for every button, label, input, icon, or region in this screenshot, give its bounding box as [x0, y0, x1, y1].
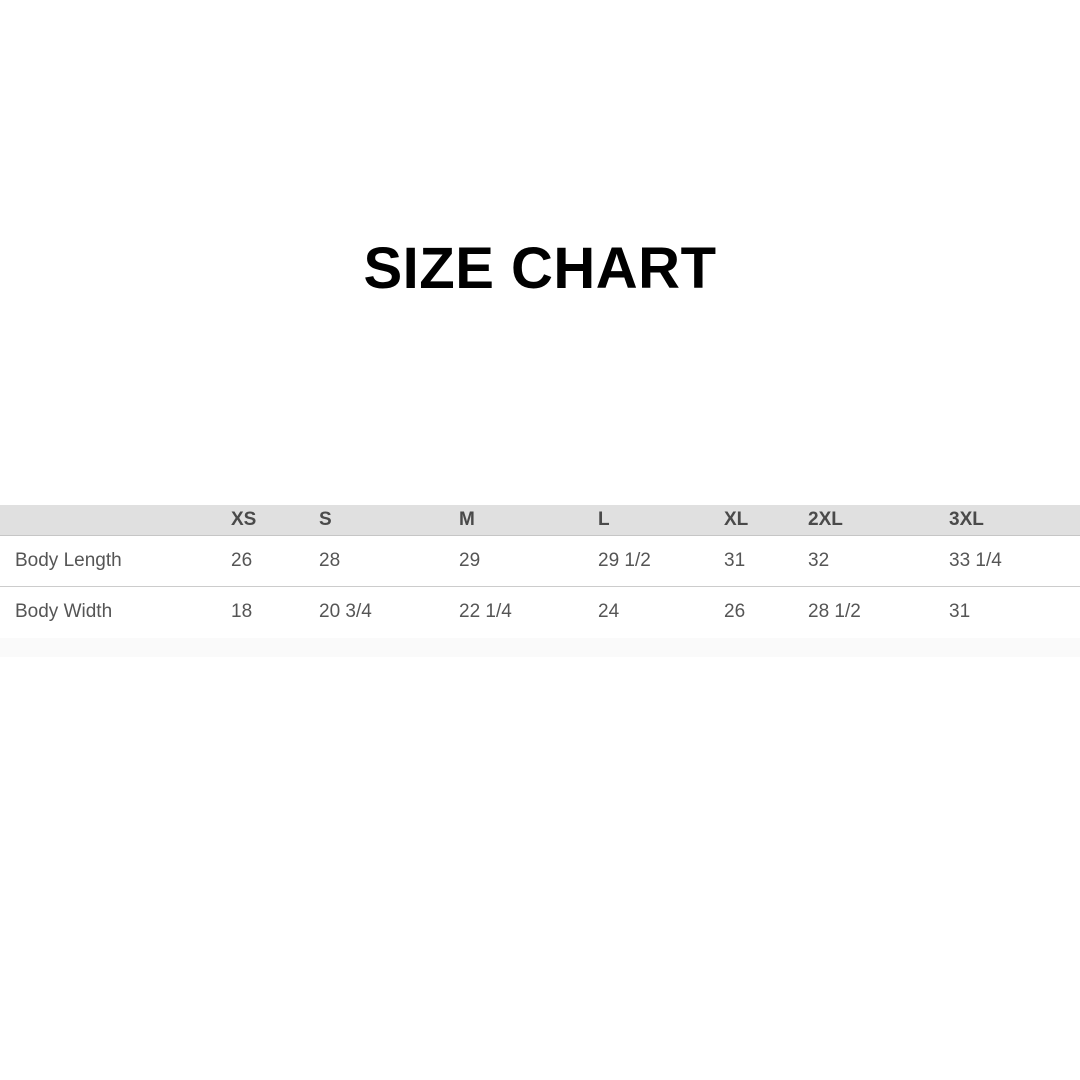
value-cell: 18	[231, 601, 253, 622]
value-cell: 31	[724, 535, 808, 587]
value-cell: 33 1/4	[949, 535, 1080, 587]
header-cell-size: L	[598, 505, 724, 536]
row-label-cell: Body Length	[0, 535, 231, 587]
value-cell: 29	[459, 535, 598, 587]
header-cell-size: 2XL	[808, 505, 949, 536]
table-body: Body Length 26 28 29 29 1/2 31 32 33 1/4 Body Wi…	[0, 535, 1080, 638]
value-cell: 32	[808, 535, 949, 587]
value-cell: 29 1/2	[598, 535, 724, 587]
header-cell-size: 3XL	[949, 505, 1080, 536]
value-cell: 31	[949, 601, 971, 622]
table-footer-stripe	[0, 638, 1080, 657]
value-cell: 26	[724, 601, 746, 622]
header-cell-size: XL	[724, 505, 808, 536]
table-header-row: XS S M L XL 2XL 3XL	[0, 505, 1080, 536]
value-cell: 22 1/4	[459, 601, 512, 622]
page-title: SIZE CHART	[363, 236, 717, 301]
header-cell-size: S	[319, 505, 459, 536]
header-cell-size: XS	[231, 505, 319, 536]
header-cell-label	[0, 505, 231, 536]
value-cell: 20 3/4	[319, 601, 372, 622]
row-label-cell: Body Width	[15, 601, 113, 622]
size-chart-table: XS S M L XL 2XL 3XL Body Length 26 28 29 29 1/2 31 3…	[0, 505, 1080, 637]
value-cell: 28	[319, 535, 459, 587]
value-cell: 26	[231, 535, 319, 587]
table-row: Body Length 26 28 29 29 1/2 31 32 33 1/4	[0, 535, 1080, 587]
value-cell: 24	[598, 601, 620, 622]
value-cell: 28 1/2	[808, 601, 861, 622]
table-row: Body Width 18 20 3/4 22 1/4 24 26 28 1/2 31	[0, 587, 1080, 638]
header-cell-size: M	[459, 505, 598, 536]
